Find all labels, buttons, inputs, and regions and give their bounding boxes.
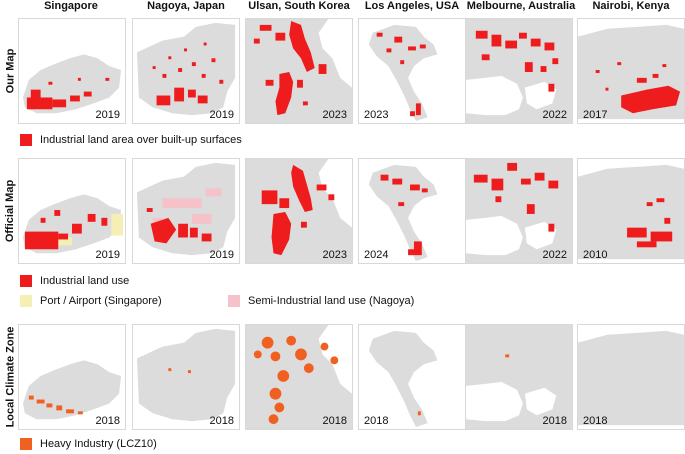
legend-label: Heavy Industry (LCZ10) xyxy=(40,438,157,450)
year-label: 2010 xyxy=(583,249,608,261)
map-panel-our-ulsan: 2023 xyxy=(245,18,353,124)
column-title-nagoya: Nagoya, Japan xyxy=(147,0,225,12)
map-panel-lcz-los-angeles: 2018 xyxy=(358,324,466,430)
map-panel-our-los-angeles: 2023 xyxy=(358,18,466,124)
legend-swatch xyxy=(228,295,240,307)
legend-swatch xyxy=(20,275,32,287)
map-panel-our-singapore: 2019 xyxy=(18,18,126,124)
map-panel-official-ulsan: 2023 xyxy=(245,158,353,264)
map-panel-our-nagoya: 2019 xyxy=(132,18,240,124)
column-title-nairobi: Nairobi, Kenya xyxy=(592,0,670,12)
legend-label: Industrial land area over built-up surfa… xyxy=(40,134,242,146)
map-panel-lcz-ulsan: 2018 xyxy=(245,324,353,430)
map-panel-official-los-angeles: 2024 xyxy=(358,158,466,264)
year-label: 2018 xyxy=(364,415,389,427)
year-label: 2023 xyxy=(322,109,347,121)
legend-industrial-land-use: Industrial land use xyxy=(20,274,129,288)
map-panel-our-melbourne: 2022 xyxy=(465,18,573,124)
year-label: 2022 xyxy=(542,109,567,121)
map-panel-official-singapore: 2019 xyxy=(18,158,126,264)
legend-port-airport: Port / Airport (Singapore) xyxy=(20,294,162,308)
map-panel-official-nairobi: 2010 xyxy=(577,158,685,264)
year-label: 2018 xyxy=(95,415,120,427)
year-label: 2018 xyxy=(542,415,567,427)
year-label: 2024 xyxy=(364,249,389,261)
legend-industrial-builtup: Industrial land area over built-up surfa… xyxy=(20,133,242,147)
legend-label: Port / Airport (Singapore) xyxy=(40,295,162,307)
year-label: 2019 xyxy=(209,109,234,121)
row-title-official-map: Official Map xyxy=(4,179,16,243)
year-label: 2017 xyxy=(583,109,608,121)
year-label: 2019 xyxy=(209,249,234,261)
legend-semi-industrial: Semi-Industrial land use (Nagoya) xyxy=(228,294,414,308)
year-label: 2023 xyxy=(322,249,347,261)
legend-swatch xyxy=(20,438,32,450)
row-title-our-map: Our Map xyxy=(4,48,16,94)
map-panel-lcz-melbourne: 2018 xyxy=(465,324,573,430)
column-title-los-angeles: Los Angeles, USA xyxy=(364,0,460,12)
year-label: 2022 xyxy=(542,249,567,261)
map-panel-official-melbourne: 2022 xyxy=(465,158,573,264)
legend-label: Semi-Industrial land use (Nagoya) xyxy=(248,295,415,307)
legend-label: Industrial land use xyxy=(40,275,130,287)
year-label: 2018 xyxy=(209,415,234,427)
column-title-melbourne: Melbourne, Australia xyxy=(466,0,576,12)
map-panel-our-nairobi: 2017 xyxy=(577,18,685,124)
map-panel-lcz-singapore: 2018 xyxy=(18,324,126,430)
legend-swatch xyxy=(20,295,32,307)
legend-heavy-industry: Heavy Industry (LCZ10) xyxy=(20,437,157,451)
map-panel-lcz-nagoya: 2018 xyxy=(132,324,240,430)
year-label: 2018 xyxy=(322,415,347,427)
year-label: 2018 xyxy=(583,415,608,427)
year-label: 2023 xyxy=(364,109,389,121)
column-title-ulsan: Ulsan, South Korea xyxy=(248,0,350,12)
column-title-singapore: Singapore xyxy=(44,0,98,12)
map-panel-official-nagoya: 2019 xyxy=(132,158,240,264)
row-title-local-climate-zone: Local Climate Zone xyxy=(4,326,17,428)
year-label: 2019 xyxy=(95,109,120,121)
year-label: 2019 xyxy=(95,249,120,261)
map-panel-lcz-nairobi: 2018 xyxy=(577,324,685,430)
legend-swatch xyxy=(20,134,32,146)
